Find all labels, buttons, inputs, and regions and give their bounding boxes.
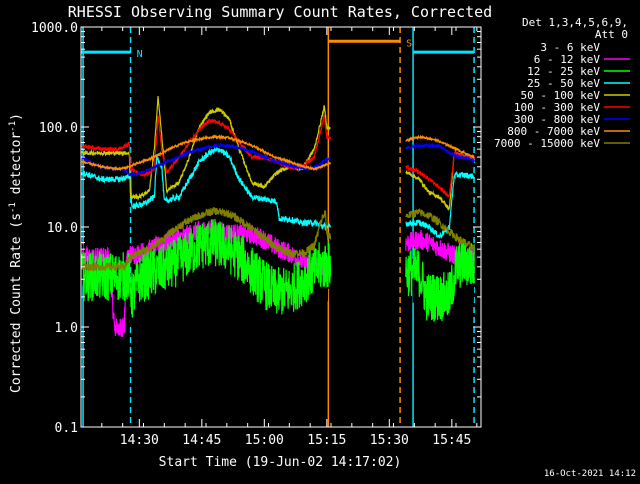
y-tick-label: 1000.0 bbox=[31, 21, 78, 36]
y-axis-label-mid: detector bbox=[9, 132, 24, 203]
legend-label-5: 100 - 300 keV bbox=[514, 101, 600, 114]
x-tick-label: 15:00 bbox=[245, 433, 284, 448]
x-tick-label: 14:30 bbox=[120, 433, 159, 448]
series-line-8 bbox=[81, 206, 475, 273]
legend-label-6: 300 - 800 keV bbox=[514, 113, 600, 126]
series-line-6 bbox=[81, 142, 475, 178]
annotation-label-0: N bbox=[137, 49, 143, 60]
x-axis-label: Start Time (19-Jun-02 14:17:02) bbox=[159, 455, 402, 470]
y-axis-label-end: ) bbox=[9, 113, 24, 121]
x-tick-label: 15:30 bbox=[370, 433, 409, 448]
legend-label-1: 6 - 12 keV bbox=[534, 53, 601, 66]
y-axis-label-sup1: -1 bbox=[8, 202, 18, 213]
y-tick-label: 10.0 bbox=[47, 221, 78, 236]
marker-lines bbox=[82, 27, 475, 427]
legend-label-8: 7000 - 15000 keV bbox=[494, 137, 600, 150]
series-line-4 bbox=[81, 96, 475, 212]
legend-label-2: 12 - 25 keV bbox=[527, 65, 600, 78]
y-tick-label: 0.1 bbox=[55, 421, 78, 436]
y-tick-label: 100.0 bbox=[39, 121, 78, 136]
x-tick-label: 15:45 bbox=[432, 433, 471, 448]
legend-label-7: 800 - 7000 keV bbox=[507, 125, 600, 138]
plot-axes: 0.1 1.0 10.0 100.0 1000.0 14:30 14:45 15:00 15:1… bbox=[31, 21, 482, 448]
series-line-3 bbox=[81, 146, 475, 240]
legend-header: Att 0 bbox=[595, 28, 628, 41]
annotation-bars: NS bbox=[81, 38, 475, 60]
plot-frame bbox=[80, 26, 482, 428]
legend-label-0: 3 - 6 keV bbox=[540, 41, 600, 54]
annotation-label-1: S bbox=[406, 38, 412, 49]
legend-header: Det 1,3,4,5,6,9, bbox=[522, 16, 628, 29]
y-axis-label-sup2: -1 bbox=[8, 121, 18, 132]
timestamp: 16-Oct-2021 14:12 bbox=[544, 469, 636, 479]
series-line-2 bbox=[81, 218, 475, 322]
series-line-7 bbox=[81, 134, 475, 172]
x-tick-label: 15:15 bbox=[307, 433, 346, 448]
y-axis-label: Corrected Count Rate (s-1 detector-1) bbox=[8, 113, 24, 393]
x-tick-label: 14:45 bbox=[182, 433, 221, 448]
chart-title: RHESSI Observing Summary Count Rates, Co… bbox=[68, 3, 492, 21]
series-layer bbox=[81, 96, 475, 356]
legend-label-3: 25 - 50 keV bbox=[527, 77, 600, 90]
legend-label-4: 50 - 100 keV bbox=[521, 89, 601, 102]
y-tick-label: 1.0 bbox=[55, 321, 78, 336]
y-axis-label-main: Corrected Count Rate (s bbox=[9, 213, 24, 393]
